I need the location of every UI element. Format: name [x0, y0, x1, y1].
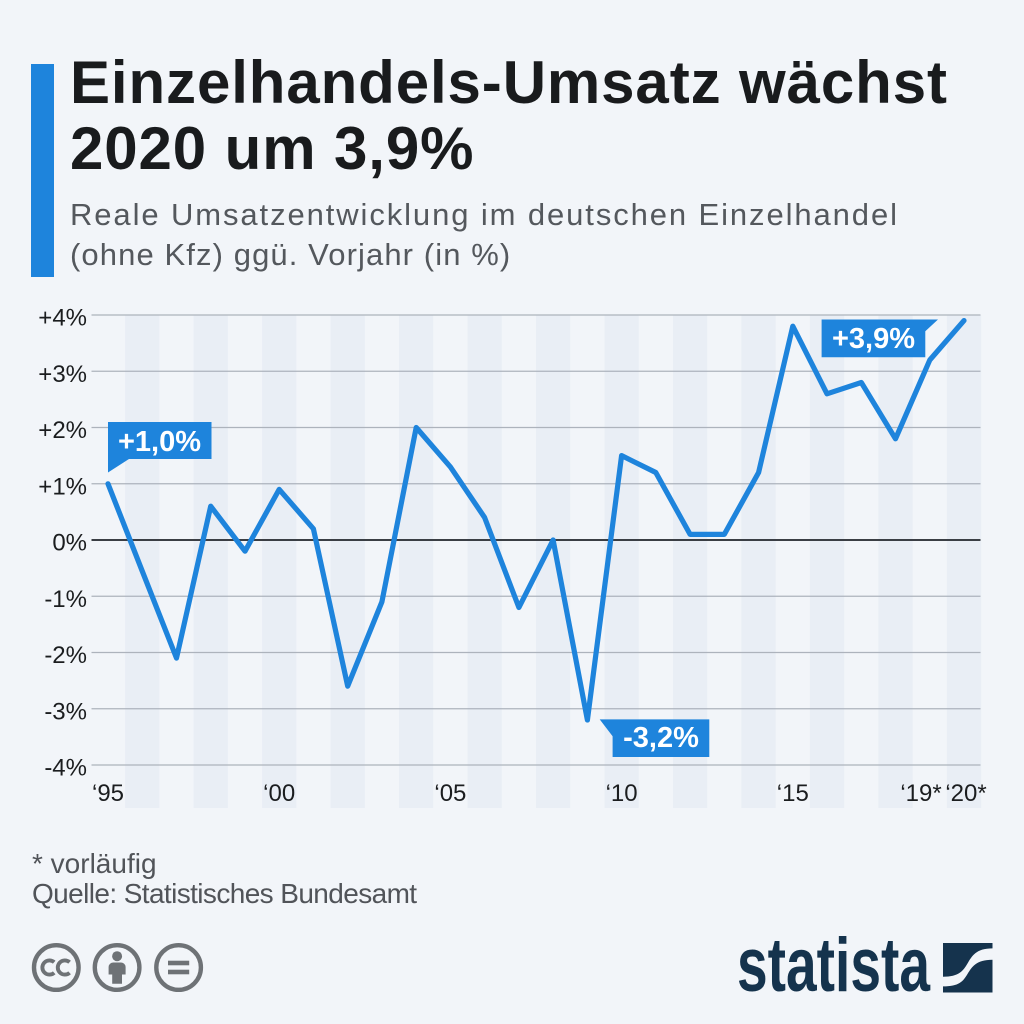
svg-text:statista: statista [737, 923, 931, 1008]
svg-text:‘10: ‘10 [606, 780, 638, 807]
svg-text:+3%: +3% [38, 361, 87, 388]
svg-text:-2%: -2% [44, 642, 87, 669]
svg-text:‘15: ‘15 [777, 780, 809, 807]
svg-text:‘20*: ‘20* [945, 780, 986, 807]
svg-text:+2%: +2% [38, 417, 87, 444]
svg-text:+4%: +4% [38, 305, 87, 332]
svg-text:-3%: -3% [44, 698, 87, 725]
svg-text:‘19*: ‘19* [900, 780, 941, 807]
svg-text:‘95: ‘95 [92, 780, 124, 807]
svg-text:‘05: ‘05 [434, 780, 466, 807]
svg-text:+1,0%: +1,0% [118, 426, 201, 458]
svg-text:+1%: +1% [38, 473, 87, 500]
svg-text:+3,9%: +3,9% [832, 323, 915, 355]
svg-text:‘00: ‘00 [263, 780, 295, 807]
svg-text:0%: 0% [52, 530, 87, 557]
svg-text:-1%: -1% [44, 586, 87, 613]
svg-text:-4%: -4% [44, 755, 87, 782]
svg-text:-3,2%: -3,2% [623, 722, 699, 754]
